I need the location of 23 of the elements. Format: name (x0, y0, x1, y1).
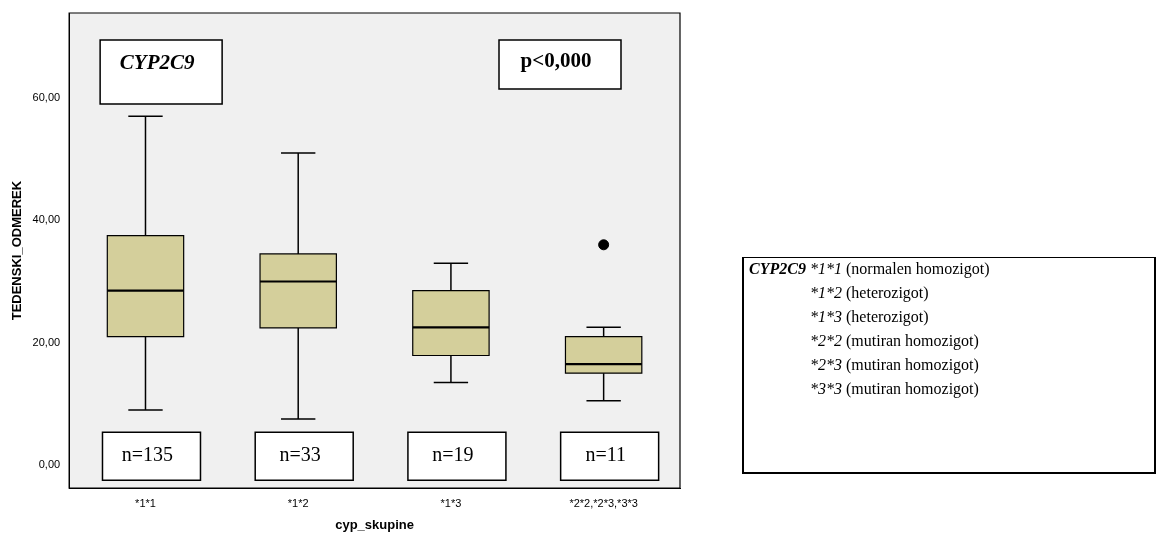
x-axis-title: cyp_skupine (335, 516, 414, 532)
text: *3*3 (mutiran homozigot) (810, 380, 979, 398)
annotation: n=11 (585, 443, 626, 466)
y-axis-title: TEDENSKI_ODMEREK (9, 180, 25, 321)
text: *1*1 (normalen homozigot) (810, 260, 990, 278)
annotation: p<0,000 (520, 47, 592, 72)
text: CYP2C9 (749, 260, 806, 278)
annotation: n=19 (432, 443, 474, 466)
y-tick-label: 40,00 (32, 213, 61, 226)
annotation: CYP2C9 (119, 50, 195, 75)
y-tick-label: 60,00 (32, 91, 61, 104)
text: *2*2 (mutiran homozigot) (810, 332, 979, 350)
x-tick-label: *1*2 (287, 496, 309, 509)
annotation: n=135 (121, 443, 174, 466)
y-tick-label: 0,00 (38, 457, 61, 470)
text: *2*3 (mutiran homozigot) (810, 356, 979, 374)
text: *1*3 (heterozigot) (810, 308, 929, 326)
x-tick-label: *1*1 (135, 496, 156, 509)
y-tick-label: 20,00 (32, 335, 61, 348)
annotation: n=33 (279, 443, 321, 466)
x-tick-label: *1*3 (440, 496, 462, 509)
x-tick-label: *2*2,*2*3,*3*3 (569, 496, 638, 509)
text: *1*2 (heterozigot) (810, 284, 929, 302)
